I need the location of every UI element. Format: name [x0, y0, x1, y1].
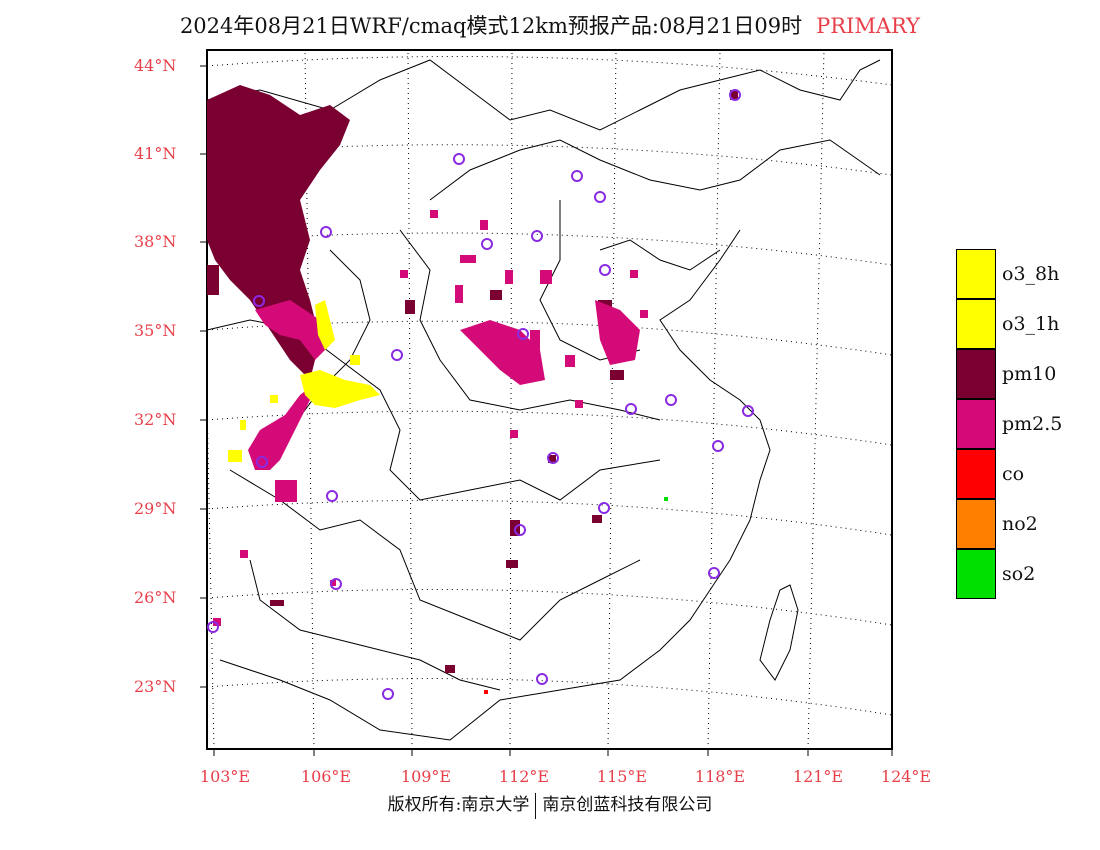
lat-label-41n: 41°N — [134, 144, 177, 163]
station-markers — [207, 89, 754, 700]
legend-label: no2 — [1002, 513, 1038, 535]
lon-label-112e: 112°E — [498, 767, 550, 786]
map-title: 2024年08月21日WRF/cmaq模式12km预报产品:08月21日09时 P… — [0, 10, 1100, 40]
legend-label: pm10 — [1002, 363, 1057, 385]
legend-swatch — [956, 299, 996, 349]
lon-label-118e: 118°E — [694, 767, 746, 786]
axis-ticks — [200, 65, 893, 756]
legend-label: o3_1h — [1002, 313, 1060, 335]
lat-label-35n: 35°N — [134, 321, 177, 340]
lat-label-29n: 29°N — [134, 499, 177, 518]
legend-swatch — [956, 249, 996, 299]
legend-label: pm2.5 — [1002, 413, 1063, 435]
lat-label-38n: 38°N — [134, 232, 177, 251]
lat-label-32n: 32°N — [134, 410, 177, 429]
o3-areas — [228, 300, 380, 462]
legend-label: o3_8h — [1002, 263, 1060, 285]
lon-label-124e: 124°E — [880, 767, 932, 786]
boundary-lines — [207, 59, 881, 741]
lon-label-106e: 106°E — [300, 767, 352, 786]
pm25-areas — [213, 210, 648, 626]
legend-swatch — [956, 499, 996, 549]
lon-label-121e: 121°E — [792, 767, 844, 786]
legend-label: so2 — [1002, 563, 1036, 585]
lon-label-109e: 109°E — [400, 767, 452, 786]
legend-swatch — [956, 549, 996, 599]
footer-right: 南京创蓝科技有限公司 — [542, 795, 713, 815]
lat-label-23n: 23°N — [134, 677, 177, 696]
title-tag: PRIMARY — [816, 14, 921, 38]
co-spot — [484, 690, 488, 694]
footer-left: 版权所有:南京大学 — [387, 795, 530, 815]
lat-label-26n: 26°N — [134, 588, 177, 607]
footer-credits: 版权所有:南京大学 南京创蓝科技有限公司 — [0, 790, 1100, 819]
legend-swatch — [956, 449, 996, 499]
lat-label-44n: 44°N — [134, 56, 177, 75]
legend-swatch — [956, 399, 996, 449]
lon-label-103e: 103°E — [199, 767, 251, 786]
lon-label-115e: 115°E — [596, 767, 648, 786]
title-main: 2024年08月21日WRF/cmaq模式12km预报产品:08月21日09时 — [179, 14, 803, 38]
so2-spot — [664, 497, 668, 501]
footer-separator — [535, 792, 537, 819]
legend-swatch — [956, 349, 996, 399]
legend-label: co — [1002, 463, 1025, 485]
